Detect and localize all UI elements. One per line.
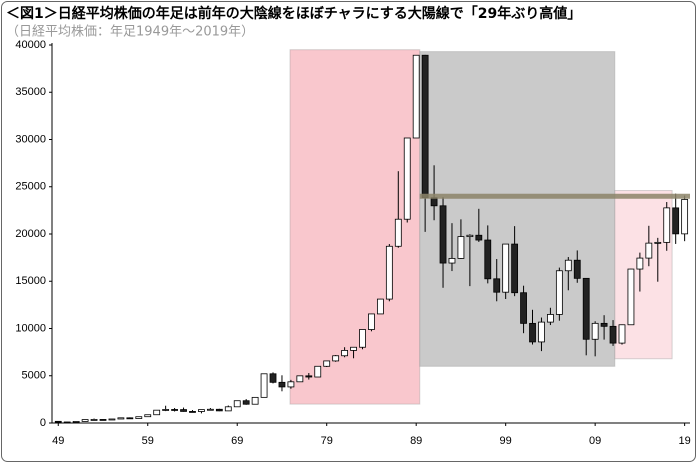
candle-body	[403, 137, 411, 220]
y-tick-label: 25000	[15, 181, 46, 193]
shaded-region	[419, 51, 616, 367]
candle-body	[529, 322, 536, 343]
candle-body	[314, 365, 322, 378]
candle-body	[171, 409, 178, 411]
candle-body	[368, 313, 375, 330]
candle-body	[332, 355, 340, 362]
candle-body	[224, 406, 232, 412]
candle-body	[502, 243, 510, 293]
candle-body	[278, 381, 286, 388]
candle-body	[430, 197, 438, 207]
candle-body	[600, 322, 608, 327]
candle-body	[117, 417, 125, 420]
candle-body	[90, 419, 98, 421]
candle-body	[484, 239, 492, 280]
y-tick-label: 0	[40, 417, 46, 429]
y-tick-label: 35000	[15, 86, 46, 98]
candle-body	[627, 268, 635, 326]
x-tick-label: 59	[142, 435, 154, 447]
candle-body	[555, 270, 563, 315]
candle-body	[189, 411, 196, 413]
candle-body	[538, 321, 545, 343]
candle-body	[72, 421, 80, 423]
candle-body	[376, 298, 384, 315]
candle-body	[242, 400, 250, 405]
candle-body	[162, 409, 170, 411]
candle-body	[663, 207, 671, 243]
candle-body	[323, 360, 331, 367]
candle-body	[645, 242, 653, 259]
x-tick-label: 19	[679, 435, 691, 447]
x-tick-label: 99	[500, 435, 512, 447]
candle-body	[573, 259, 581, 279]
y-tick-label: 20000	[15, 228, 46, 240]
y-tick-label: 10000	[15, 322, 46, 334]
y-tick-label: 5000	[22, 370, 46, 382]
candle-body	[287, 381, 295, 388]
candle-body	[296, 375, 304, 383]
candle-body	[457, 236, 465, 259]
candle-body	[475, 234, 483, 241]
candle-body	[144, 414, 152, 418]
x-tick-label: 89	[410, 435, 422, 447]
candle-body	[636, 257, 644, 270]
candle-body	[439, 205, 447, 264]
candle-body	[305, 375, 313, 378]
candle-body	[609, 325, 617, 344]
x-tick-label: 79	[321, 435, 333, 447]
candle-body	[582, 277, 590, 340]
candle-body	[493, 278, 501, 293]
candle-body	[421, 54, 429, 199]
x-tick-label: 09	[589, 435, 601, 447]
y-tick-label: 30000	[15, 133, 46, 145]
candle-body	[153, 409, 161, 416]
candle-body	[63, 421, 71, 424]
candle-body	[260, 373, 268, 398]
candle-body	[359, 329, 366, 348]
candle-body	[341, 350, 349, 357]
candle-body	[618, 324, 626, 344]
candle-body	[350, 346, 357, 351]
candle-body	[99, 419, 107, 421]
y-tick-label: 15000	[15, 275, 46, 287]
candle-body	[412, 54, 420, 139]
x-tick-label: 49	[52, 435, 64, 447]
chart-title: ＜図1＞日経平均株価の年足は前年の大陰線をほぼチャラにする大陽線で「29年ぶり高…	[6, 5, 581, 22]
candle-body	[54, 420, 62, 423]
candle-body	[126, 417, 134, 420]
candle-body	[269, 373, 277, 383]
candle-body	[215, 408, 223, 412]
candle-body	[81, 419, 89, 422]
candle-body	[385, 245, 393, 300]
candle-body	[108, 418, 116, 421]
candle-body	[547, 314, 554, 323]
candle-body	[251, 396, 259, 405]
candle-body	[564, 259, 572, 272]
candle-body	[206, 408, 214, 411]
candle-body	[448, 258, 456, 264]
candle-body	[654, 241, 662, 244]
candle-body	[394, 218, 402, 247]
candle-body	[135, 416, 143, 419]
candle-body	[180, 409, 187, 412]
chart-subtitle: （日経平均株価：年足1949年〜2019年）	[6, 25, 254, 40]
x-tick-label: 69	[231, 435, 243, 447]
candle-body	[233, 400, 241, 408]
candle-body	[466, 234, 474, 238]
candle-body	[591, 322, 599, 340]
candle-body	[198, 409, 205, 412]
candle-body	[520, 292, 527, 324]
candle-body	[511, 243, 519, 294]
shaded-region	[614, 190, 673, 360]
candle-body	[681, 199, 689, 235]
candle-body	[672, 207, 680, 235]
y-tick-label: 40000	[15, 39, 46, 51]
